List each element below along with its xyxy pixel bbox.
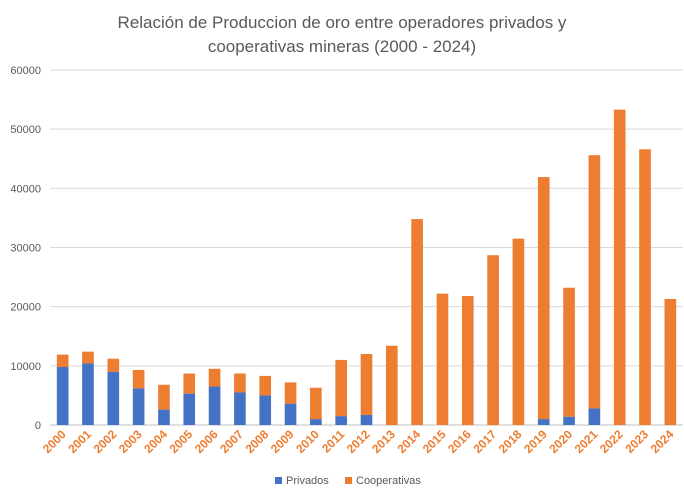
bar-privados-2004 [158, 409, 170, 425]
bar-privados-2003 [132, 388, 145, 425]
bar-cooperativas-2019 [537, 177, 550, 420]
bar-cooperativas-2005 [183, 373, 196, 394]
x-tick-label: 2009 [268, 427, 297, 456]
x-tick-label: 2000 [40, 427, 69, 456]
x-tick-label: 2011 [319, 427, 348, 456]
bar-privados-2009 [284, 403, 297, 425]
bar-privados-2019 [537, 419, 550, 425]
legend-swatch-privados [275, 477, 282, 484]
x-tick-label: 2005 [167, 427, 196, 456]
bar-cooperativas-2015 [436, 293, 449, 425]
bar-cooperativas-2021 [588, 155, 601, 409]
x-tick-label: 2022 [597, 427, 626, 456]
bar-privados-2008 [259, 395, 272, 425]
bar-cooperativas-2003 [132, 369, 145, 389]
bar-cooperativas-2006 [208, 368, 221, 387]
legend-swatch-cooperativas [345, 477, 352, 484]
y-tick-label: 30000 [10, 243, 41, 255]
bar-privados-2006 [208, 386, 221, 425]
bar-privados-2021 [588, 408, 601, 425]
bar-cooperativas-2014 [411, 219, 423, 425]
x-tick-label: 2007 [217, 427, 246, 456]
y-tick-label: 0 [35, 420, 41, 432]
bar-cooperativas-2012 [360, 354, 373, 415]
x-tick-label: 2018 [496, 427, 525, 456]
bar-privados-2001 [82, 363, 94, 425]
x-tick-label: 2008 [243, 427, 272, 456]
x-tick-label: 2015 [420, 427, 449, 456]
chart-title-line-2: cooperativas mineras (2000 - 2024) [208, 37, 476, 56]
legend-label-cooperativas: Cooperativas [356, 475, 421, 487]
x-tick-label: 2012 [344, 427, 373, 456]
bar-cooperativas-2024 [664, 298, 677, 425]
x-tick-label: 2017 [470, 427, 499, 456]
bar-privados-2020 [563, 416, 575, 425]
x-tick-label: 2024 [648, 427, 677, 456]
legend: Privados Cooperativas [275, 475, 421, 487]
x-tick-label: 2002 [91, 427, 120, 456]
bar-cooperativas-2008 [259, 375, 272, 396]
bar-cooperativas-2007 [234, 373, 246, 393]
bar-cooperativas-2001 [82, 351, 94, 364]
x-tick-label: 2020 [546, 427, 575, 456]
x-tick-label: 2016 [445, 427, 474, 456]
bar-cooperativas-2013 [385, 345, 398, 425]
legend-label-privados: Privados [286, 475, 329, 487]
gridlines [50, 69, 683, 426]
bar-privados-2000 [56, 367, 69, 425]
x-tick-label: 2014 [394, 427, 423, 456]
x-tick-label: 2013 [369, 427, 398, 456]
bar-cooperativas-2010 [310, 387, 322, 420]
y-tick-label: 60000 [10, 65, 41, 77]
bar-privados-2010 [310, 419, 322, 425]
x-tick-label: 2004 [141, 427, 170, 456]
x-tick-label: 2001 [65, 427, 94, 456]
x-tick-label: 2006 [192, 427, 221, 456]
y-tick-label: 10000 [10, 361, 41, 373]
y-tick-label: 50000 [10, 124, 41, 136]
bar-cooperativas-2020 [563, 287, 575, 417]
bar-cooperativas-2000 [56, 354, 69, 368]
bar-cooperativas-2004 [158, 384, 170, 410]
y-tick-label: 40000 [10, 183, 41, 195]
bar-privados-2011 [335, 416, 348, 425]
bars [56, 109, 677, 426]
x-tick-label: 2019 [521, 427, 550, 456]
bar-cooperativas-2011 [335, 359, 348, 417]
x-tick-label: 2021 [572, 427, 601, 456]
bar-cooperativas-2009 [284, 382, 297, 404]
chart-title-line-1: Relación de Produccion de oro entre oper… [118, 13, 567, 32]
y-tick-label: 20000 [10, 302, 41, 314]
y-axis-ticks: 0 10000 20000 30000 40000 50000 60000 [10, 65, 41, 432]
bar-cooperativas-2017 [487, 255, 499, 425]
bar-cooperativas-2023 [639, 149, 651, 426]
x-tick-label: 2010 [293, 427, 322, 456]
bar-cooperativas-2018 [512, 238, 525, 425]
bar-privados-2002 [107, 371, 120, 425]
bar-cooperativas-2016 [461, 296, 474, 425]
bar-privados-2005 [183, 393, 196, 425]
bar-cooperativas-2002 [107, 358, 120, 372]
bar-cooperativas-2022 [613, 109, 626, 426]
x-axis-ticks: 2000200120022003200420052006200720082009… [40, 427, 677, 456]
x-tick-label: 2003 [116, 427, 145, 456]
x-tick-label: 2023 [622, 427, 651, 456]
bar-privados-2007 [234, 392, 246, 425]
bar-privados-2012 [360, 414, 373, 425]
